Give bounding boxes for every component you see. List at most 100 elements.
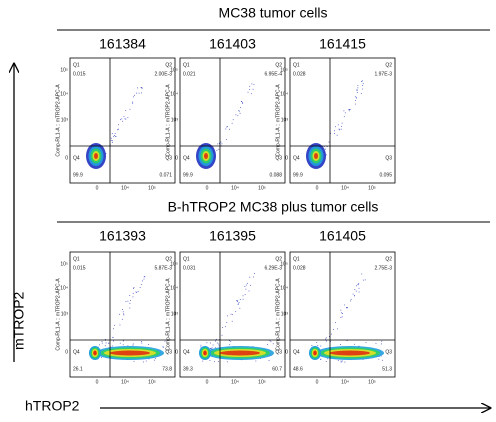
event-dot [350,299,352,300]
quadrant-name: Q2 [385,62,392,68]
panel-x-tick: 10⁵ [258,185,266,191]
event-dot [237,115,239,117]
event-dot [212,344,214,346]
event-dot [237,300,239,302]
event-dot [272,343,274,345]
event-dot [357,87,359,89]
event-dot [346,307,347,308]
event-dot [355,285,357,287]
quadrant-name: Q2 [165,62,172,68]
event-dot [346,307,348,309]
event-dot [132,344,134,346]
event-dot [335,126,336,128]
event-dot [316,342,318,343]
event-dot [141,87,143,88]
x-axis-title: hTROP2 [25,398,80,414]
quadrant-value: 0.015 [73,71,86,77]
event-dot [344,112,346,114]
event-dot [236,301,238,302]
event-dot [342,313,343,314]
plot-frame [289,251,396,378]
event-dot [268,360,270,361]
event-dot [229,340,230,342]
event-dot [381,343,382,345]
panel-x-tick: 0 [96,379,99,385]
panel-x-tick: 10⁵ [258,379,266,385]
event-dot [121,118,123,120]
panel-y-tick: 10⁵ [280,261,288,267]
event-dot [340,317,342,319]
density [110,350,150,356]
event-dot [381,340,383,342]
quadrant-value: 5.87E-3 [154,265,172,271]
panel-x-tick: 10⁵ [148,185,156,191]
panel-label: 161415 [319,36,366,52]
panel-y-tick: 10⁵ [170,261,178,267]
density [330,350,370,356]
event-dot [362,80,363,82]
panel-label: 161395 [209,228,256,244]
event-dot [127,345,129,347]
event-dot [326,146,328,148]
event-dot [348,110,350,112]
event-dot [114,324,115,326]
quadrant-value: 39.3 [183,366,193,372]
panel-x-tick: 10⁴ [121,379,129,385]
event-dot [209,360,211,361]
event-dot [114,135,115,136]
event-dot [361,273,363,275]
event-dot [154,357,156,359]
event-dot [125,118,127,120]
panel-y-tick: 10⁴ [170,91,178,97]
event-dot [113,136,115,138]
event-dot [105,338,106,340]
event-dot [220,141,222,143]
event-dot [148,358,150,360]
event-dot [244,286,246,287]
panel-y-tick: 0 [175,349,178,355]
event-dot [105,153,107,154]
event-dot [122,340,124,342]
event-dot [361,80,362,82]
event-dot [118,128,119,130]
event-dot [341,122,343,124]
panel-x-tick: 0 [316,185,319,191]
panel-x-tick: 10⁵ [148,379,156,385]
event-dot [354,343,356,345]
event-dot [356,92,358,94]
event-dot [242,101,244,103]
event-dot [235,114,237,116]
event-dot [144,276,146,278]
event-dot [338,128,340,130]
event-dot [340,360,342,362]
event-dot [140,87,142,88]
event-dot [231,122,233,124]
event-dot [360,93,362,94]
event-dot [236,300,238,301]
density [314,153,318,159]
event-dot [317,345,319,346]
quadrant-name: Q3 [275,349,282,355]
event-dot [246,282,248,284]
event-dot [328,141,330,143]
event-dot [245,284,247,286]
event-dot [341,125,342,127]
event-dot [357,284,359,286]
event-dot [142,361,144,363]
event-dot [110,346,112,348]
event-dot [119,324,121,326]
quadrant-name: Q3 [385,155,392,161]
event-dot [118,124,119,126]
event-dot [343,116,345,118]
event-dot [331,333,332,335]
event-dot [231,320,233,322]
density [94,153,98,159]
quadrant-name: Q4 [73,155,80,161]
panel-x-tick: 10⁴ [121,185,129,191]
event-dot [210,342,211,344]
event-dot [226,361,228,363]
quadrant-name: Q3 [385,349,392,355]
panel-y-tick: 10³ [281,311,289,317]
event-dot [325,337,327,339]
